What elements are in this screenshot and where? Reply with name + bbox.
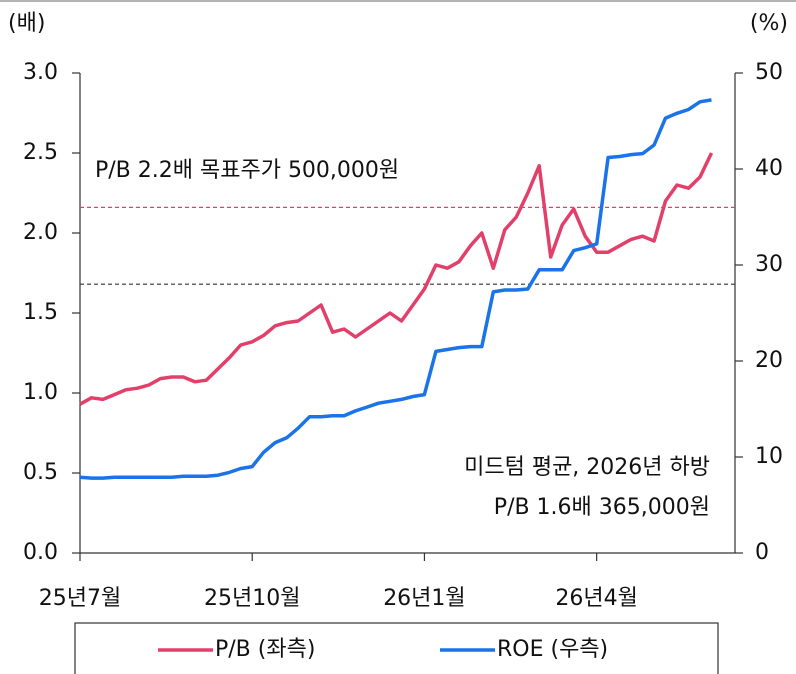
y2-tick-label: 30 bbox=[755, 252, 783, 277]
y-tick-label: 1.0 bbox=[23, 380, 58, 405]
legend-label: ROE (우측) bbox=[497, 637, 608, 662]
line-series bbox=[79, 98, 712, 480]
y-tick-label: 2.0 bbox=[23, 220, 58, 245]
y-tick-label: 3.0 bbox=[23, 60, 58, 85]
x-tick-label: 26년4월 bbox=[555, 586, 637, 611]
y-tick-label: 0.0 bbox=[23, 540, 58, 565]
y-axis-label: (배) bbox=[8, 11, 45, 36]
x-tick-label: 25년7월 bbox=[39, 586, 121, 611]
annotation: P/B 1.6배 365,000원 bbox=[494, 495, 710, 520]
y2-tick-label: 10 bbox=[755, 444, 783, 469]
annotation: 미드텀 평균, 2026년 하방 bbox=[464, 455, 710, 480]
y-tick-label: 0.5 bbox=[23, 460, 58, 485]
y-tick-label: 1.5 bbox=[23, 300, 58, 325]
x-tick-label: 26년1월 bbox=[383, 586, 465, 611]
x-tick-label: 25년10월 bbox=[204, 586, 300, 611]
line-series bbox=[79, 152, 714, 406]
y-tick-label: 2.5 bbox=[23, 140, 58, 165]
legend-box bbox=[74, 622, 719, 674]
annotation: P/B 2.2배 목표주가 500,000원 bbox=[95, 158, 399, 183]
y2-tick-label: 20 bbox=[755, 348, 783, 373]
y2-tick-label: 0 bbox=[755, 540, 769, 565]
y2-axis-label: (%) bbox=[750, 11, 788, 36]
legend-label: P/B (좌측) bbox=[215, 637, 315, 662]
y2-tick-label: 50 bbox=[755, 60, 783, 85]
y2-tick-label: 40 bbox=[755, 156, 783, 181]
